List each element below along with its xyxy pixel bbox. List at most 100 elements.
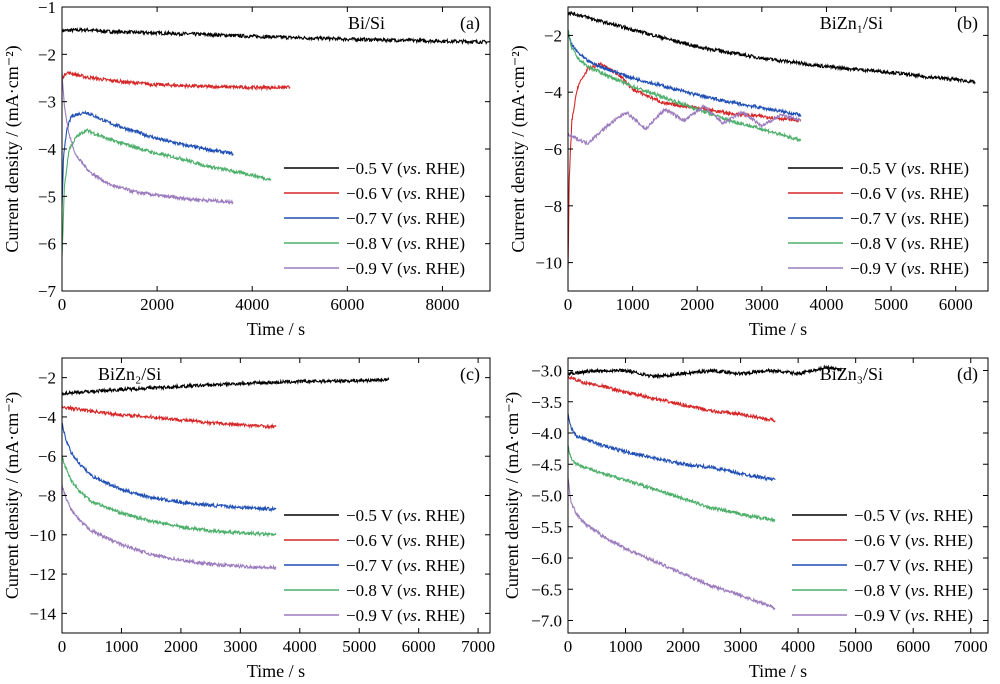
chart-panel: 0 2000 4000 6000 8000 −7 −6 −5 −4 −3 −2 −1 Time / s C…: [2, 0, 491, 339]
y-axis-label: Current density / (mA·cm⁻²): [502, 392, 523, 599]
series-line: [62, 484, 277, 570]
series-line: [62, 422, 277, 513]
y-tick-label: −5.5: [531, 518, 562, 537]
y-tick-label: −4.5: [531, 455, 562, 474]
x-tick-label: 7000: [461, 637, 495, 656]
x-tick-label: 2000: [666, 637, 700, 656]
series-line: [568, 364, 842, 380]
series-line: [62, 404, 277, 430]
sample-label: BiZn₂/Si: [98, 364, 161, 384]
y-tick-label: −6.5: [531, 580, 562, 599]
x-tick-label: 2000: [164, 637, 198, 656]
x-tick-label: 8000: [425, 295, 459, 314]
y-tick-label: −10: [29, 526, 56, 545]
x-tick-label: 0: [564, 637, 573, 656]
y-tick-label: −6: [544, 140, 562, 159]
chart-panel: 0 1000 2000 3000 4000 5000 6000 −10 −8 −6 −4 −2 Time…: [508, 6, 989, 339]
y-tick-label: −2: [544, 26, 562, 45]
series-line: [568, 477, 776, 611]
series-line: [568, 104, 802, 146]
legend-label: −0.6 V (vs. RHE): [854, 531, 973, 550]
x-axis-label: Time / s: [247, 661, 305, 681]
legend-label: −0.7 V (vs. RHE): [850, 209, 969, 228]
x-axis-label: Time / s: [749, 319, 807, 339]
x-tick-label: 5000: [839, 637, 873, 656]
y-tick-label: −3.0: [531, 362, 562, 381]
chart-panel: 0 1000 2000 3000 4000 5000 6000 7000 −14 −12 −10 −8…: [2, 357, 495, 681]
sample-label: BiZn₁/Si: [820, 13, 883, 33]
x-tick-label: 6000: [939, 295, 973, 314]
y-tick-label: −4: [544, 83, 563, 102]
y-tick-label: −8: [38, 487, 56, 506]
series-line: [568, 34, 802, 117]
panel-label: (d): [957, 364, 978, 385]
series-line: [568, 62, 802, 271]
y-tick-label: −5: [38, 187, 56, 206]
x-tick-label: 1000: [609, 637, 643, 656]
y-tick-label: −6: [38, 447, 56, 466]
sample-label: Bi/Si: [348, 13, 385, 33]
legend-label: −0.8 V (vs. RHE): [346, 581, 465, 600]
series-line: [568, 29, 802, 143]
legend-label: −0.9 V (vs. RHE): [850, 259, 969, 278]
series-line: [62, 376, 390, 397]
legend-label: −0.8 V (vs. RHE): [854, 581, 973, 600]
legend-label: −0.7 V (vs. RHE): [346, 556, 465, 575]
x-axis-label: Time / s: [247, 319, 305, 339]
panel-label: (b): [957, 13, 978, 34]
legend-label: −0.9 V (vs. RHE): [854, 606, 973, 625]
legend-label: −0.5 V (vs. RHE): [346, 159, 465, 178]
x-tick-label: 0: [564, 295, 573, 314]
x-tick-label: 2000: [680, 295, 714, 314]
x-tick-label: 3000: [724, 637, 758, 656]
x-tick-label: 4000: [235, 295, 269, 314]
y-axis-label: Current density / (mA·cm⁻²): [2, 392, 23, 599]
y-axis-label: Current density / (mA·cm⁻²): [508, 45, 529, 252]
chart-panel: 0 1000 2000 3000 4000 5000 6000 7000 −7.0 −6.5 −6.…: [502, 357, 989, 681]
x-tick-label: 6000: [330, 295, 364, 314]
panel-label: (a): [460, 13, 480, 34]
y-tick-label: −2: [38, 45, 56, 64]
y-tick-label: −6.0: [531, 549, 562, 568]
legend-label: −0.7 V (vs. RHE): [346, 209, 465, 228]
series-line: [568, 375, 776, 423]
y-tick-label: −5.0: [531, 487, 562, 506]
y-tick-label: −2: [38, 369, 56, 388]
y-tick-label: −14: [29, 604, 56, 623]
x-tick-label: 0: [58, 295, 67, 314]
y-tick-label: −4: [38, 408, 57, 427]
series-line: [62, 127, 272, 257]
series-line: [62, 26, 490, 46]
y-tick-label: −8: [544, 197, 562, 216]
x-tick-label: 5000: [342, 637, 376, 656]
x-tick-label: 1000: [616, 295, 650, 314]
x-tick-label: 2000: [140, 295, 174, 314]
y-tick-label: −10: [535, 254, 562, 273]
series-line: [62, 71, 291, 92]
legend-label: −0.6 V (vs. RHE): [346, 184, 465, 203]
sample-label: BiZn₃/Si: [820, 364, 883, 384]
x-tick-label: 4000: [809, 295, 843, 314]
y-tick-label: −7: [38, 282, 57, 301]
series-line: [568, 444, 776, 523]
y-tick-label: −12: [29, 565, 56, 584]
x-axis-label: Time / s: [749, 661, 807, 681]
x-tick-label: 4000: [781, 637, 815, 656]
x-tick-label: 6000: [896, 637, 930, 656]
series-line: [568, 10, 976, 85]
y-tick-label: −4: [38, 140, 57, 159]
legend-label: −0.5 V (vs. RHE): [850, 159, 969, 178]
legend-label: −0.8 V (vs. RHE): [346, 234, 465, 253]
y-axis-label: Current density / (mA·cm⁻²): [2, 45, 23, 252]
y-tick-label: −6: [38, 235, 56, 254]
x-tick-label: 7000: [954, 637, 988, 656]
x-tick-label: 4000: [283, 637, 317, 656]
legend-label: −0.8 V (vs. RHE): [850, 234, 969, 253]
legend-label: −0.9 V (vs. RHE): [346, 606, 465, 625]
y-tick-label: −3.5: [531, 393, 562, 412]
x-tick-label: 6000: [402, 637, 436, 656]
x-tick-label: 0: [58, 637, 67, 656]
legend-label: −0.5 V (vs. RHE): [854, 506, 973, 525]
legend-label: −0.9 V (vs. RHE): [346, 259, 465, 278]
